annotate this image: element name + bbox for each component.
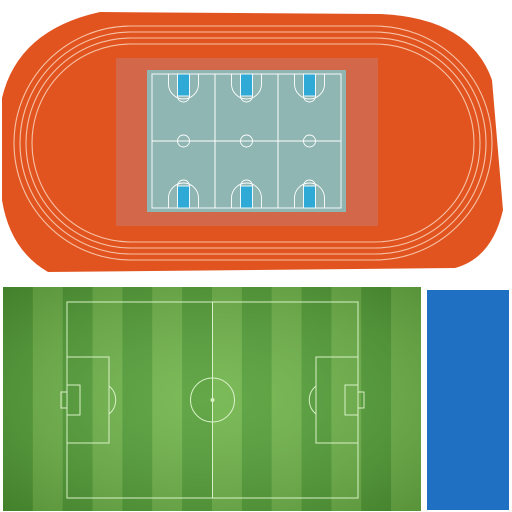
court-key-top — [303, 73, 316, 97]
basketball-courts — [147, 70, 346, 212]
field-markings — [60, 301, 365, 499]
court-center-circle — [177, 134, 190, 148]
right-goal — [357, 391, 365, 409]
three-point-line-top — [168, 74, 199, 100]
center-spot — [210, 398, 215, 402]
court-key-bottom — [177, 185, 190, 209]
three-point-line-bottom — [294, 182, 325, 208]
soccer-field — [3, 287, 421, 511]
three-point-line-top — [231, 74, 262, 100]
court-center-circle — [240, 134, 253, 148]
lane-line — [25, 37, 481, 249]
swimming-pool — [427, 290, 509, 510]
basketball-court — [277, 73, 342, 209]
right-penalty-arc — [308, 385, 317, 415]
lane-line — [19, 31, 487, 255]
three-point-line-bottom — [168, 182, 199, 208]
court-center-circle — [303, 134, 316, 148]
center-circle — [190, 377, 235, 423]
court-key-bottom — [240, 185, 253, 209]
left-penalty-arc — [108, 385, 117, 415]
three-point-line-top — [294, 74, 325, 100]
court-key-top — [177, 73, 190, 97]
lane-line — [31, 43, 475, 243]
left-goal — [60, 391, 68, 409]
court-key-top — [240, 73, 253, 97]
lane-line — [13, 25, 493, 261]
track-lane-lines — [13, 25, 493, 261]
three-point-line-bottom — [231, 182, 262, 208]
court-key-bottom — [303, 185, 316, 209]
